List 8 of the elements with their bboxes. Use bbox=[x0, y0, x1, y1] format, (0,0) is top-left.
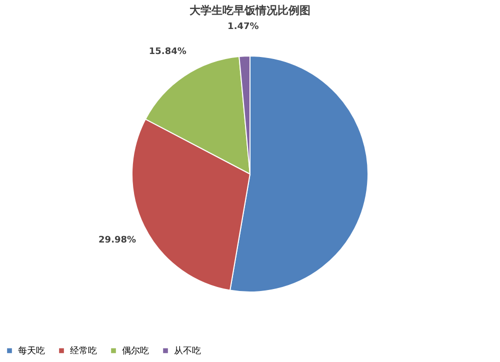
legend-label: 每天吃 bbox=[18, 346, 45, 357]
legend-label: 偶尔吃 bbox=[122, 346, 149, 357]
data-label: 15.84% bbox=[148, 47, 186, 58]
data-label: 29.98% bbox=[98, 236, 136, 246]
legend-label: 从不吃 bbox=[174, 346, 201, 357]
data-label: 1.47% bbox=[228, 22, 259, 32]
legend-label: 经常吃 bbox=[70, 346, 97, 357]
chart-title: 大学生吃早饭情况比例图 bbox=[190, 4, 310, 17]
